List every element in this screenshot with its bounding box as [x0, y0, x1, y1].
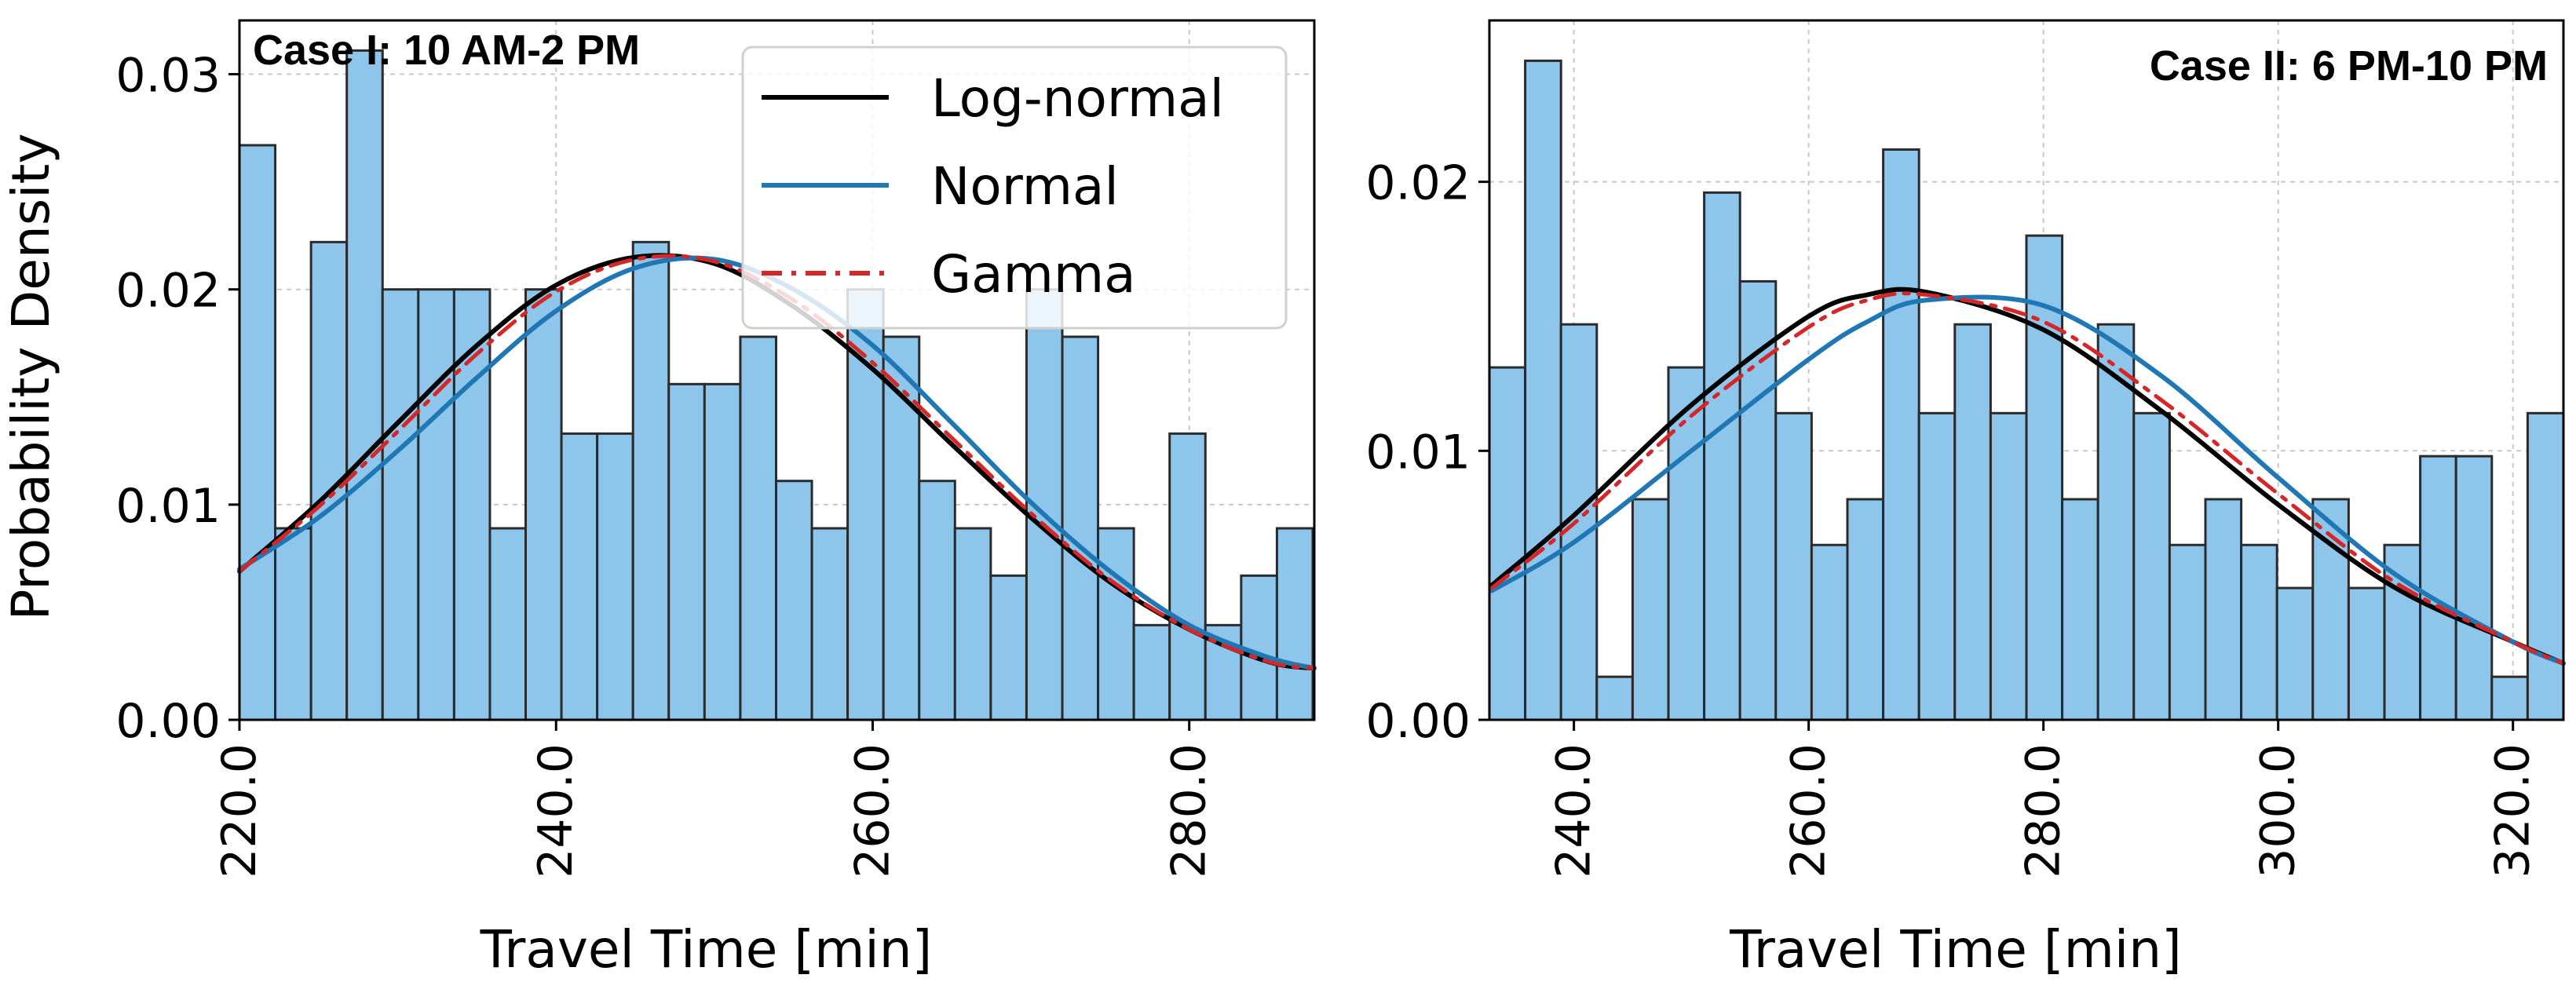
histogram-bar — [1524, 59, 1562, 721]
x-tick-label: 280.0 — [2016, 743, 2071, 878]
ticks: 0.00 0.01 0.02 0.03 220.0 240.0 260.0 280.0 — [115, 49, 1216, 878]
axes — [238, 19, 1316, 721]
histogram-bar — [2025, 234, 2064, 721]
histogram-bar — [1061, 335, 1100, 721]
x-tick-label: 260.0 — [1781, 743, 1836, 878]
histogram-bar — [2419, 455, 2457, 721]
legend-label: Log-normal — [931, 68, 1224, 129]
histogram-bar — [1846, 498, 1885, 721]
histogram-bar — [774, 480, 813, 721]
x-axis-label: Travel Time [min] — [480, 919, 933, 980]
histogram-bar — [1738, 279, 1778, 721]
histogram-bar — [1595, 675, 1634, 721]
histogram-bar — [739, 335, 777, 721]
histogram-bar — [667, 382, 706, 721]
histogram-bar — [1917, 411, 1957, 721]
histogram-bar — [345, 49, 384, 721]
chart-panel-case-1: Log-normal Normal Gamma 0.00 0.01 0.02 0.03 22… — [115, 19, 1317, 980]
y-tick-label: 0.02 — [115, 264, 221, 319]
histogram-bar — [596, 432, 634, 721]
histogram-bar — [2275, 586, 2315, 721]
histogram-bar — [238, 144, 277, 721]
case-label: Case I: 10 AM-2 PM — [253, 27, 640, 74]
x-tick-label: 300.0 — [2251, 743, 2306, 878]
histogram-bar — [417, 288, 455, 721]
histogram-bar — [1488, 366, 1527, 721]
y-tick-label: 0.03 — [115, 49, 221, 104]
y-tick-label: 0.01 — [115, 479, 221, 534]
histogram-bar — [1882, 148, 1920, 721]
histogram-bar — [381, 288, 420, 721]
histogram-bar — [2383, 543, 2422, 721]
histogram-bar — [2168, 543, 2207, 721]
fit-curves — [1489, 287, 2566, 666]
histogram-bar — [810, 527, 850, 721]
histogram-bar — [1631, 498, 1670, 721]
histogram-bar — [2061, 498, 2099, 721]
ticks: 0.00 0.01 0.02 240.0 260.0 280.0 300.0 320.0 — [1365, 156, 2540, 878]
histogram-bar — [488, 527, 528, 721]
axes-frame — [238, 19, 1316, 721]
legend-box — [741, 46, 1288, 330]
histogram-bar — [953, 527, 992, 721]
x-axis-label: Travel Time [min] — [1729, 919, 2182, 980]
histogram-bar — [452, 288, 491, 721]
y-axis-label: Probability Density — [1, 133, 61, 621]
x-tick-label: 240.0 — [1547, 743, 1602, 878]
histogram-bar — [1703, 191, 1741, 721]
legend: Log-normal Normal Gamma — [741, 46, 1288, 330]
histogram-bar — [524, 288, 563, 721]
histogram-bar — [1774, 411, 1813, 721]
x-tick-label: 240.0 — [528, 743, 583, 878]
histogram-bar — [1097, 527, 1135, 721]
histogram-bar — [1168, 432, 1207, 721]
histogram-bars — [238, 49, 1314, 721]
x-tick-label: 320.0 — [2486, 743, 2541, 878]
legend-label: Gamma — [931, 244, 1136, 305]
histogram-bar — [1132, 623, 1171, 721]
fit-curve-gamma — [1489, 291, 2566, 666]
histogram-bars — [1488, 59, 2565, 721]
histogram-bar — [918, 480, 956, 721]
histogram-bar — [2204, 498, 2243, 721]
axes-frame — [1488, 19, 2565, 721]
histogram-bar — [2347, 586, 2386, 721]
histogram-bar — [703, 382, 742, 721]
y-tick-label: 0.00 — [1365, 694, 1471, 749]
histogram-bar — [274, 527, 312, 721]
histogram-bar — [2526, 411, 2565, 721]
histogram-bar — [560, 432, 599, 721]
x-tick-label: 280.0 — [1162, 743, 1217, 878]
histogram-bar — [989, 574, 1028, 721]
fit-curve-log-normal — [1489, 287, 2566, 666]
case-label: Case II: 6 PM-10 PM — [2150, 42, 2548, 89]
y-tick-label: 0.00 — [115, 694, 221, 749]
histogram-bar — [1667, 366, 1706, 721]
axes — [1488, 19, 2565, 721]
histogram-bar — [1275, 527, 1314, 721]
x-tick-label: 220.0 — [212, 743, 267, 878]
legend-label: Normal — [931, 156, 1119, 217]
x-tick-label: 260.0 — [845, 743, 900, 878]
histogram-bar — [1989, 411, 2028, 721]
histogram-bar — [2490, 675, 2529, 721]
histogram-bar — [1953, 323, 1992, 721]
histogram-bar — [631, 240, 670, 721]
histogram-bar — [2454, 455, 2494, 721]
histogram-bar — [2240, 543, 2278, 721]
histogram-bar — [2132, 411, 2171, 721]
histogram-bar — [1810, 543, 1849, 721]
fit-curve-normal — [1489, 294, 2566, 666]
chart-panel-case-2: 0.00 0.01 0.02 240.0 260.0 280.0 300.0 320.0 Ca… — [1365, 19, 2566, 980]
y-tick-label: 0.02 — [1365, 156, 1471, 211]
y-tick-label: 0.01 — [1365, 425, 1471, 480]
